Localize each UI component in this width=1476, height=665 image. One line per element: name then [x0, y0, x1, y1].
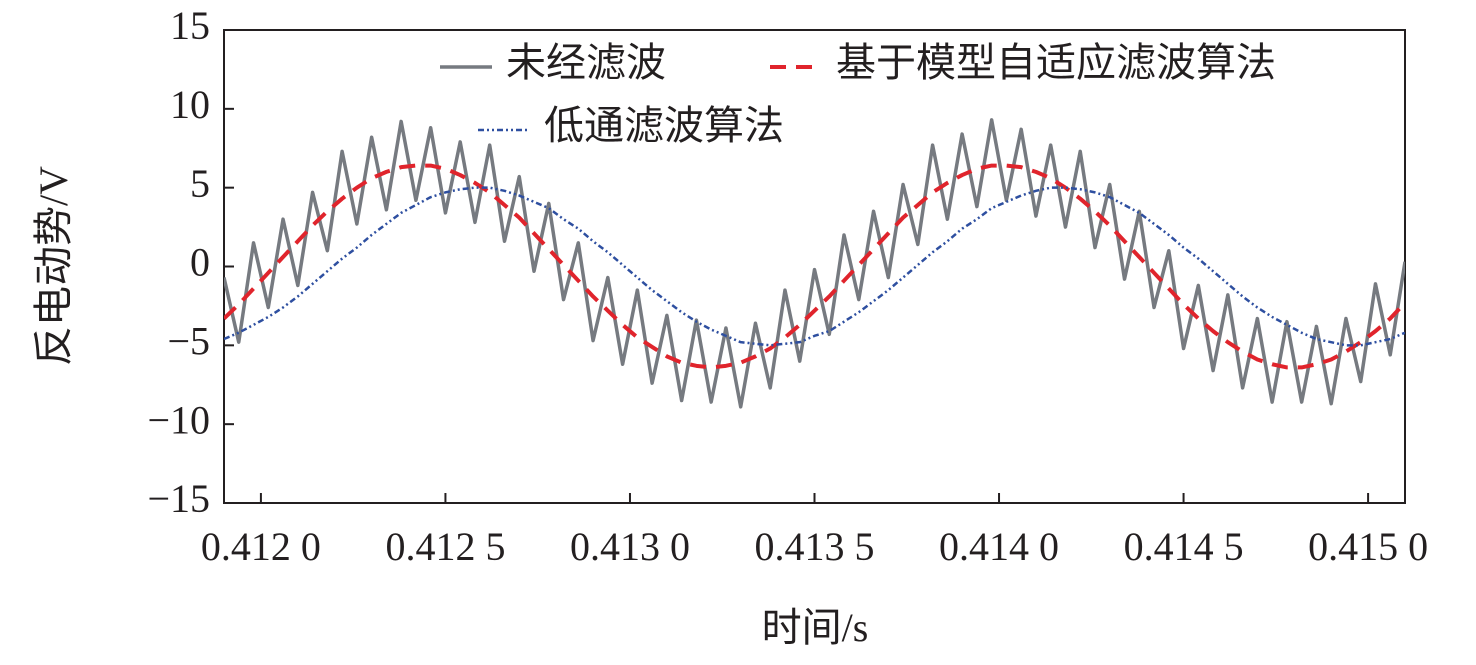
- y-tick-label: −5: [167, 319, 210, 364]
- x-tick-label: 0.414 5: [1124, 524, 1244, 569]
- x-tick-label: 0.412 5: [385, 524, 505, 569]
- y-tick-label: 0: [190, 240, 210, 285]
- x-tick-label: 0.414 0: [939, 524, 1059, 569]
- legend-label: 基于模型自适应滤波算法: [836, 40, 1276, 85]
- y-axis-title: 反电动势/V: [31, 166, 76, 366]
- series-line: [224, 186, 1405, 347]
- series-line: [224, 118, 1405, 409]
- plot-frame: [223, 29, 1406, 504]
- legend-label: 低通滤波算法: [544, 103, 784, 148]
- x-tick-label: 0.412 0: [201, 524, 321, 569]
- series-layer: [224, 118, 1405, 409]
- y-tick-label: −15: [147, 476, 210, 521]
- legend-label: 未经滤波: [506, 40, 666, 85]
- x-tick-label: 0.413 0: [570, 524, 690, 569]
- y-tick-label: 15: [170, 3, 210, 48]
- x-axis-title: 时间/s: [762, 605, 869, 650]
- x-tick-label: 0.413 5: [755, 524, 875, 569]
- series-line: [224, 163, 1405, 370]
- y-tick-label: 5: [190, 161, 210, 206]
- y-tick-label: −10: [147, 397, 210, 442]
- x-tick-label: 0.415 0: [1308, 524, 1428, 569]
- y-tick-label: 10: [170, 82, 210, 127]
